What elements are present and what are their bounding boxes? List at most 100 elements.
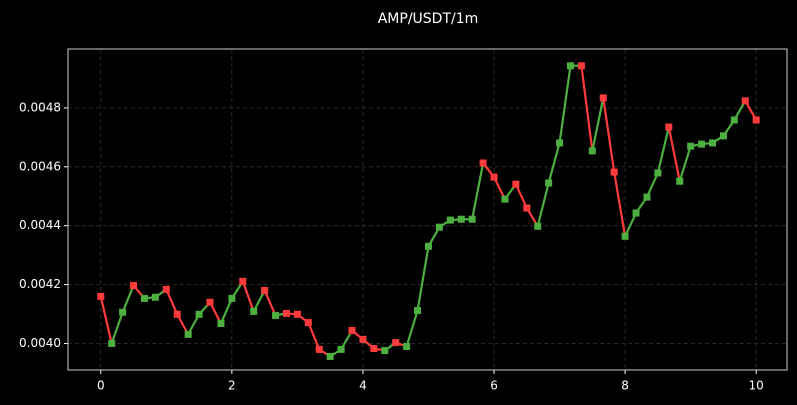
point-marker xyxy=(501,195,509,203)
point-marker xyxy=(414,307,422,315)
point-marker xyxy=(752,116,760,124)
line-segment xyxy=(591,96,605,152)
y-tick-label: 0.0048 xyxy=(19,100,61,114)
point-marker xyxy=(632,209,640,217)
line-segment xyxy=(514,183,528,210)
point-marker xyxy=(708,139,716,147)
x-tick-label: 6 xyxy=(490,379,498,393)
point-marker xyxy=(370,345,378,353)
point-marker xyxy=(665,123,673,131)
y-tick-label: 0.0044 xyxy=(19,218,61,232)
line-segment xyxy=(99,295,113,345)
x-tick-label: 2 xyxy=(228,379,236,393)
x-tick-label: 0 xyxy=(97,379,105,393)
point-marker xyxy=(719,132,727,140)
line-segment xyxy=(678,145,692,183)
point-marker xyxy=(468,215,476,223)
point-marker xyxy=(730,116,738,124)
point-marker xyxy=(381,347,389,355)
x-tick-label: 10 xyxy=(749,379,764,393)
point-marker xyxy=(556,139,564,147)
x-tick-label: 8 xyxy=(621,379,629,393)
point-marker xyxy=(676,177,684,185)
point-marker xyxy=(621,232,629,240)
point-marker xyxy=(512,180,520,188)
point-marker xyxy=(293,310,301,318)
point-marker xyxy=(588,147,596,155)
point-marker xyxy=(424,242,432,250)
point-marker xyxy=(610,168,618,176)
point-marker xyxy=(446,216,454,224)
point-marker xyxy=(359,335,367,343)
point-marker xyxy=(643,193,651,201)
line-segment xyxy=(580,64,594,152)
point-marker xyxy=(534,222,542,230)
y-tick-label: 0.0042 xyxy=(19,277,61,291)
point-marker xyxy=(523,204,531,212)
point-marker xyxy=(140,294,148,302)
line-segment xyxy=(241,280,255,313)
line-segment xyxy=(219,297,233,325)
line-segment xyxy=(656,125,670,175)
line-segment xyxy=(405,309,419,348)
point-marker xyxy=(282,309,290,317)
point-marker xyxy=(97,292,105,300)
line-segment xyxy=(263,289,277,317)
point-marker xyxy=(577,62,585,70)
line-segment xyxy=(624,211,638,238)
line-segment xyxy=(602,96,616,174)
point-marker xyxy=(130,281,138,289)
point-marker xyxy=(698,140,706,148)
line-segment xyxy=(645,171,659,199)
point-marker xyxy=(337,345,345,353)
line-segment xyxy=(471,161,485,221)
chart-title: AMP/USDT/1m xyxy=(378,11,479,27)
x-tick-label: 4 xyxy=(359,379,367,393)
point-marker xyxy=(599,94,607,102)
plot-frame xyxy=(67,48,788,371)
point-marker xyxy=(479,159,487,167)
point-marker xyxy=(119,308,127,316)
point-marker xyxy=(195,310,203,318)
point-marker xyxy=(206,298,214,306)
line-segment xyxy=(613,170,627,238)
point-marker xyxy=(151,293,159,301)
line-segment xyxy=(547,141,561,185)
point-marker xyxy=(741,97,749,105)
point-marker xyxy=(217,319,225,327)
point-marker xyxy=(162,285,170,293)
point-marker xyxy=(687,142,695,150)
point-marker xyxy=(315,345,323,353)
point-marker xyxy=(392,339,400,347)
line-segment xyxy=(416,245,430,312)
point-marker xyxy=(654,169,662,177)
point-marker xyxy=(108,339,116,347)
point-marker xyxy=(184,330,192,338)
y-tick-label: 0.0040 xyxy=(19,336,61,350)
point-marker xyxy=(348,327,356,335)
point-marker xyxy=(272,312,280,320)
point-marker xyxy=(403,342,411,350)
point-marker xyxy=(250,307,258,315)
point-marker xyxy=(326,352,334,360)
line-segment xyxy=(558,64,572,145)
point-marker xyxy=(239,277,247,285)
line-segment xyxy=(536,181,550,228)
line-segment xyxy=(492,176,507,201)
point-marker xyxy=(304,319,312,327)
line-segment xyxy=(307,321,321,351)
line-segment xyxy=(110,311,124,345)
line-segment xyxy=(208,301,223,325)
point-marker xyxy=(490,173,498,181)
point-marker xyxy=(566,62,574,70)
point-marker xyxy=(435,223,443,231)
point-marker xyxy=(261,286,269,294)
point-marker xyxy=(545,179,553,187)
point-marker xyxy=(457,215,465,223)
y-tick-label: 0.0046 xyxy=(19,159,61,173)
point-marker xyxy=(228,294,236,302)
line-segment xyxy=(165,288,179,316)
line-segment xyxy=(121,284,135,314)
